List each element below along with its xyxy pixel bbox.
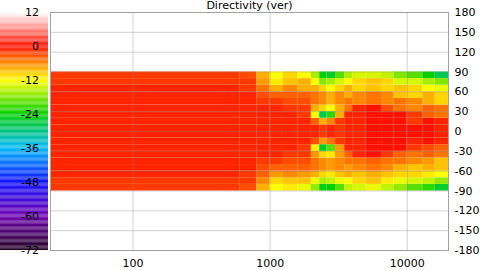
- svg-text:-60: -60: [21, 210, 39, 223]
- svg-text:0: 0: [32, 40, 39, 53]
- svg-text:150: 150: [455, 26, 476, 39]
- svg-text:1000: 1000: [256, 257, 284, 270]
- svg-text:100: 100: [123, 257, 144, 270]
- svg-text:-120: -120: [455, 204, 480, 217]
- svg-text:10000: 10000: [390, 257, 425, 270]
- svg-text:-72: -72: [21, 244, 39, 257]
- svg-text:-180: -180: [455, 244, 480, 257]
- svg-text:90: 90: [455, 66, 469, 79]
- svg-text:30: 30: [455, 105, 469, 118]
- svg-text:120: 120: [455, 46, 476, 59]
- svg-text:-150: -150: [455, 224, 480, 237]
- svg-text:0: 0: [455, 125, 462, 138]
- svg-text:60: 60: [455, 85, 469, 98]
- svg-text:-90: -90: [455, 185, 473, 198]
- svg-text:-24: -24: [21, 108, 39, 121]
- svg-text:-48: -48: [21, 176, 39, 189]
- svg-text:-30: -30: [455, 145, 473, 158]
- svg-text:12: 12: [25, 6, 39, 19]
- svg-text:-36: -36: [21, 142, 39, 155]
- svg-text:-60: -60: [455, 165, 473, 178]
- svg-text:Directivity (ver): Directivity (ver): [206, 0, 292, 12]
- svg-text:180: 180: [455, 6, 476, 19]
- svg-text:-12: -12: [21, 74, 39, 87]
